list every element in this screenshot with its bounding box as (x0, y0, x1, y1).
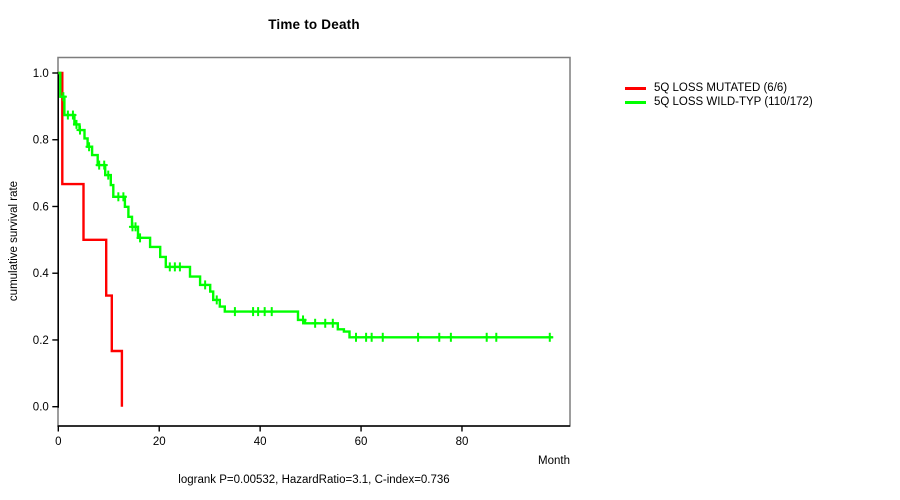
legend-label-wildtype: 5Q LOSS WILD-TYP (110/172) (654, 96, 813, 108)
x-axis-label: Month (538, 455, 570, 467)
x-tick-label: 40 (254, 436, 267, 448)
stats-annotation: logrank P=0.00532, HazardRatio=3.1, C-in… (178, 474, 450, 486)
survival-curve-5q-loss-mutated-6-6 (58, 71, 124, 407)
x-tick-label: 80 (456, 436, 469, 448)
y-tick-label: 0.2 (33, 335, 49, 347)
y-tick-label: 0.8 (33, 135, 49, 147)
chart-title: Time to Death (268, 17, 360, 32)
legend-item-mutated: 5Q LOSS MUTATED (6/6) (625, 81, 813, 95)
legend-label-mutated: 5Q LOSS MUTATED (6/6) (654, 82, 788, 94)
legend-item-wildtype: 5Q LOSS WILD-TYP (110/172) (625, 95, 813, 109)
x-tick-label: 60 (355, 436, 368, 448)
legend: 5Q LOSS MUTATED (6/6) 5Q LOSS WILD-TYP (… (625, 81, 813, 109)
y-tick-label: 0.6 (33, 201, 49, 213)
y-tick-label: 0.4 (33, 268, 50, 280)
x-tick-label: 20 (153, 436, 166, 448)
x-tick-label: 0 (55, 436, 61, 448)
legend-line-mutated-icon (625, 86, 646, 90)
plot-border (57, 56, 571, 427)
y-tick-label: 0.0 (33, 402, 49, 414)
survival-curve-5q-loss-wild-typ-110-172 (58, 71, 553, 339)
y-tick-label: 1.0 (33, 68, 49, 80)
legend-line-wildtype-icon (625, 100, 646, 104)
